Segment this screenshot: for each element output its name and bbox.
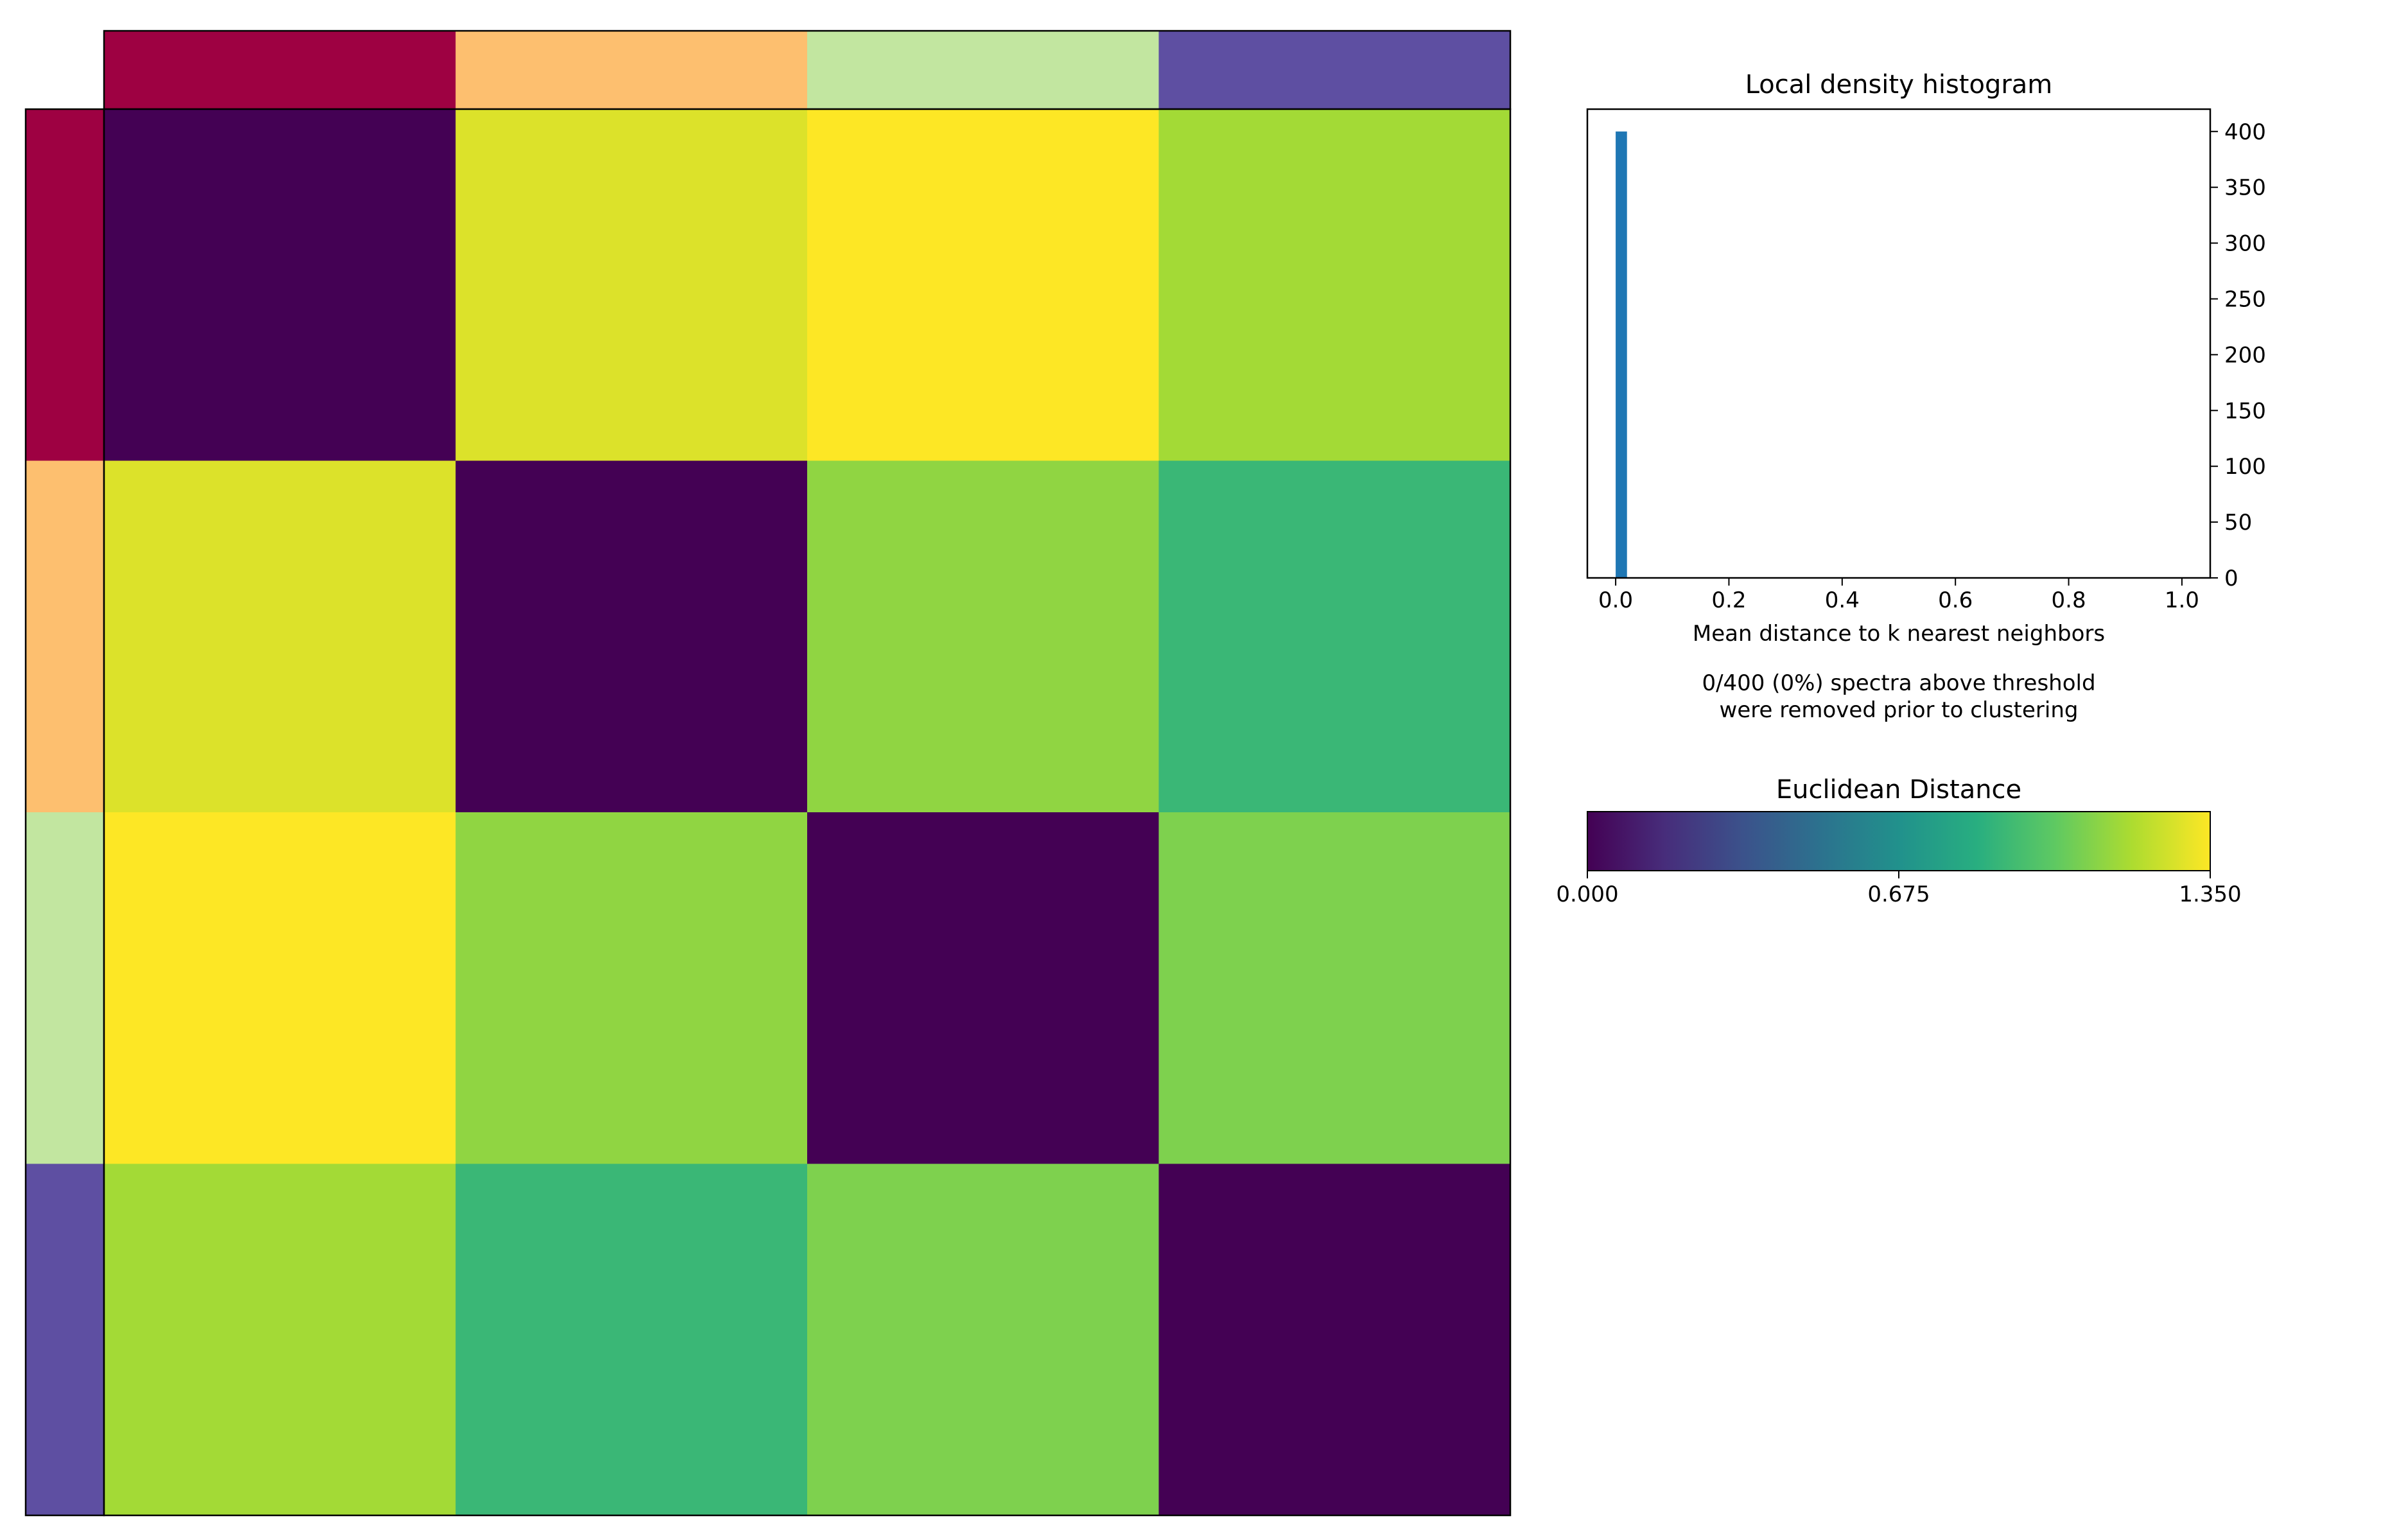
histogram-bar xyxy=(1616,131,1627,578)
heatmap-cell xyxy=(807,812,1159,1164)
local-density-histogram: 0.0 0.2 0.4 0.6 0.8 1.0 0 50 100 150 200 250 300 350 4… xyxy=(1586,108,2266,613)
row-group-swatch xyxy=(26,812,104,1164)
histogram-xtick-label: 0.2 xyxy=(1711,588,1746,613)
heatmap-cell xyxy=(455,460,808,813)
row-group-swatch xyxy=(26,109,104,461)
heatmap-cell xyxy=(1158,812,1511,1164)
heatmap-cell xyxy=(104,460,456,813)
heatmap-cell xyxy=(455,1163,808,1516)
row-group-colorbar xyxy=(24,108,105,1517)
colorbar-title: Euclidean Distance xyxy=(1776,775,2021,805)
histogram-xtick-label: 0.4 xyxy=(1825,588,1860,613)
colorbar-ticks: 0.000 0.675 1.350 xyxy=(1556,871,2242,907)
colorbar-tick-label: 1.350 xyxy=(2179,882,2241,907)
threshold-note-line1: 0/400 (0%) spectra above threshold xyxy=(1702,670,2095,696)
histogram-ytick-label: 300 xyxy=(2224,231,2266,257)
colorbar-tick-label: 0.000 xyxy=(1556,882,1618,907)
histogram-ytick-label: 100 xyxy=(2224,454,2266,480)
column-group-colorbar xyxy=(103,30,1512,110)
row-group-swatch xyxy=(26,1163,104,1516)
histogram-ytick-label: 250 xyxy=(2224,286,2266,312)
colorbar-tick-label: 0.675 xyxy=(1867,882,1930,907)
column-group-swatch xyxy=(455,31,808,109)
heatmap-cell xyxy=(104,812,456,1164)
histogram-ytick-label: 200 xyxy=(2224,342,2266,368)
heatmap-cell xyxy=(807,109,1159,461)
colorbar-gradient xyxy=(1587,811,2211,871)
histogram-ytick-label: 400 xyxy=(2224,119,2266,145)
histogram-ytick-label: 350 xyxy=(2224,175,2266,201)
histogram-title: Local density histogram xyxy=(1745,70,2053,100)
histogram-xtick-label: 0.6 xyxy=(1938,588,1973,613)
threshold-note-line2: were removed prior to clustering xyxy=(1720,697,2079,723)
column-group-swatch xyxy=(104,31,456,109)
heatmap-cell xyxy=(455,109,808,461)
heatmap-cell xyxy=(104,1163,456,1516)
column-group-swatch xyxy=(807,31,1159,109)
histogram-xtick-label: 1.0 xyxy=(2165,588,2199,613)
histogram-xlabel: Mean distance to k nearest neighbors xyxy=(1693,621,2105,647)
heatmap-cell xyxy=(104,109,456,461)
column-group-swatch xyxy=(1158,31,1511,109)
histogram-xtick-label: 0.8 xyxy=(2052,588,2086,613)
histogram-ytick-label: 150 xyxy=(2224,398,2266,424)
heatmap-cell xyxy=(1158,109,1511,461)
distance-heatmap xyxy=(103,108,1512,1517)
histogram-ytick-label: 50 xyxy=(2224,510,2252,536)
heatmap-cell xyxy=(455,812,808,1164)
histogram-xtick-label: 0.0 xyxy=(1598,588,1633,613)
heatmap-cell xyxy=(807,460,1159,813)
histogram-ytick-label: 0 xyxy=(2224,566,2238,591)
heatmap-cell xyxy=(1158,1163,1511,1516)
row-group-swatch xyxy=(26,460,104,813)
heatmap-cell xyxy=(807,1163,1159,1516)
heatmap-cell xyxy=(1158,460,1511,813)
